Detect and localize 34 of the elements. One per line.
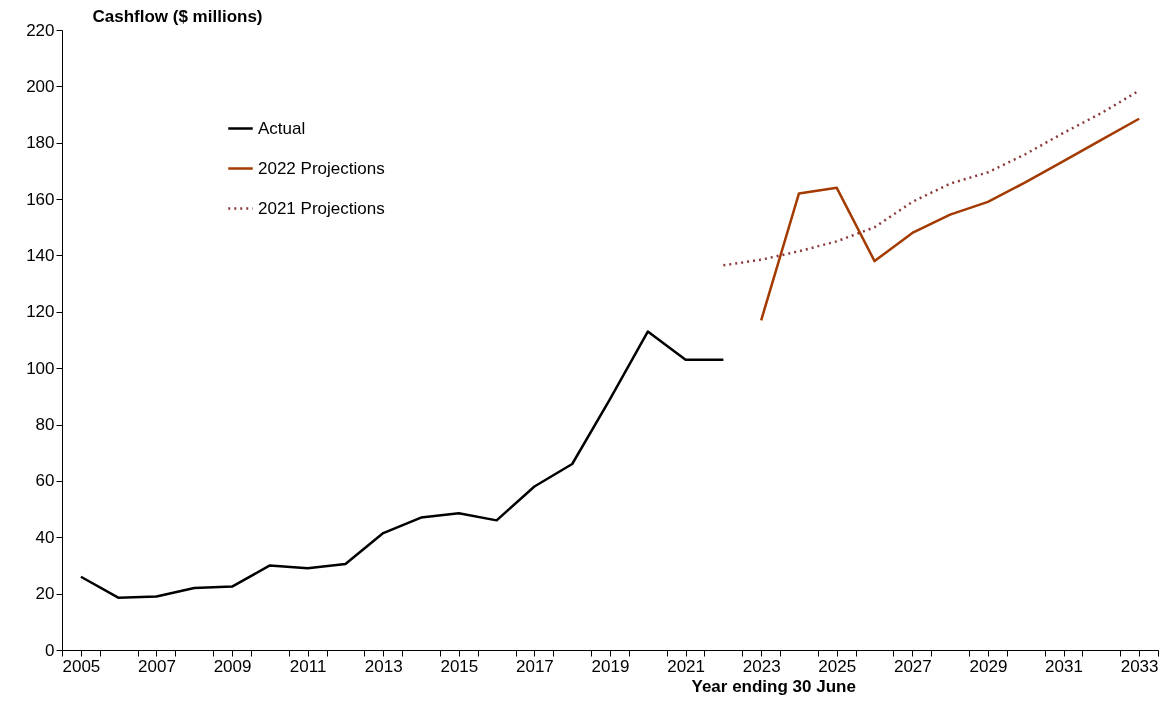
- y-tick-label: 160: [26, 189, 55, 209]
- x-tick-label: 2023: [742, 656, 781, 676]
- x-tick-label: 2007: [138, 656, 176, 676]
- legend-label: 2022 Projections: [258, 158, 385, 178]
- y-axis-title: Cashflow ($ millions): [92, 6, 263, 26]
- x-tick-label: 2011: [289, 656, 327, 676]
- x-tick-label: 2021: [667, 656, 705, 676]
- y-tick-label: 60: [35, 471, 55, 491]
- x-tick-label: 2031: [1045, 656, 1083, 676]
- x-tick-label: 2017: [516, 656, 554, 676]
- x-tick-label: 2005: [62, 656, 101, 676]
- y-tick-label: 20: [35, 584, 55, 604]
- y-tick-label: 0: [45, 640, 55, 660]
- x-axis-title: Year ending 30 June: [691, 676, 856, 696]
- y-tick-label: 80: [35, 415, 55, 435]
- x-tick-label: 2029: [969, 656, 1008, 676]
- line-series: [759, 117, 1141, 322]
- y-tick-label: 180: [26, 133, 55, 153]
- x-tick-label: 2025: [818, 656, 857, 676]
- y-tick-label: 220: [26, 20, 55, 40]
- x-tick-label: 2013: [364, 656, 403, 676]
- legend-label: 2021 Projections: [258, 198, 385, 218]
- x-tick-label: 2027: [893, 656, 932, 676]
- x-tick-label: 2009: [213, 656, 252, 676]
- y-tick-label: 140: [26, 245, 55, 265]
- y-tick-label: 40: [35, 527, 55, 547]
- y-tick-label: 120: [26, 302, 55, 322]
- x-tick-label: 2019: [591, 656, 630, 676]
- y-tick-label: 200: [26, 76, 55, 96]
- legend-label: Actual: [258, 118, 306, 138]
- y-tick-label: 100: [26, 358, 55, 378]
- x-tick-label: 2033: [1120, 656, 1159, 676]
- x-tick-label: 2015: [440, 656, 479, 676]
- line-series: [79, 330, 725, 600]
